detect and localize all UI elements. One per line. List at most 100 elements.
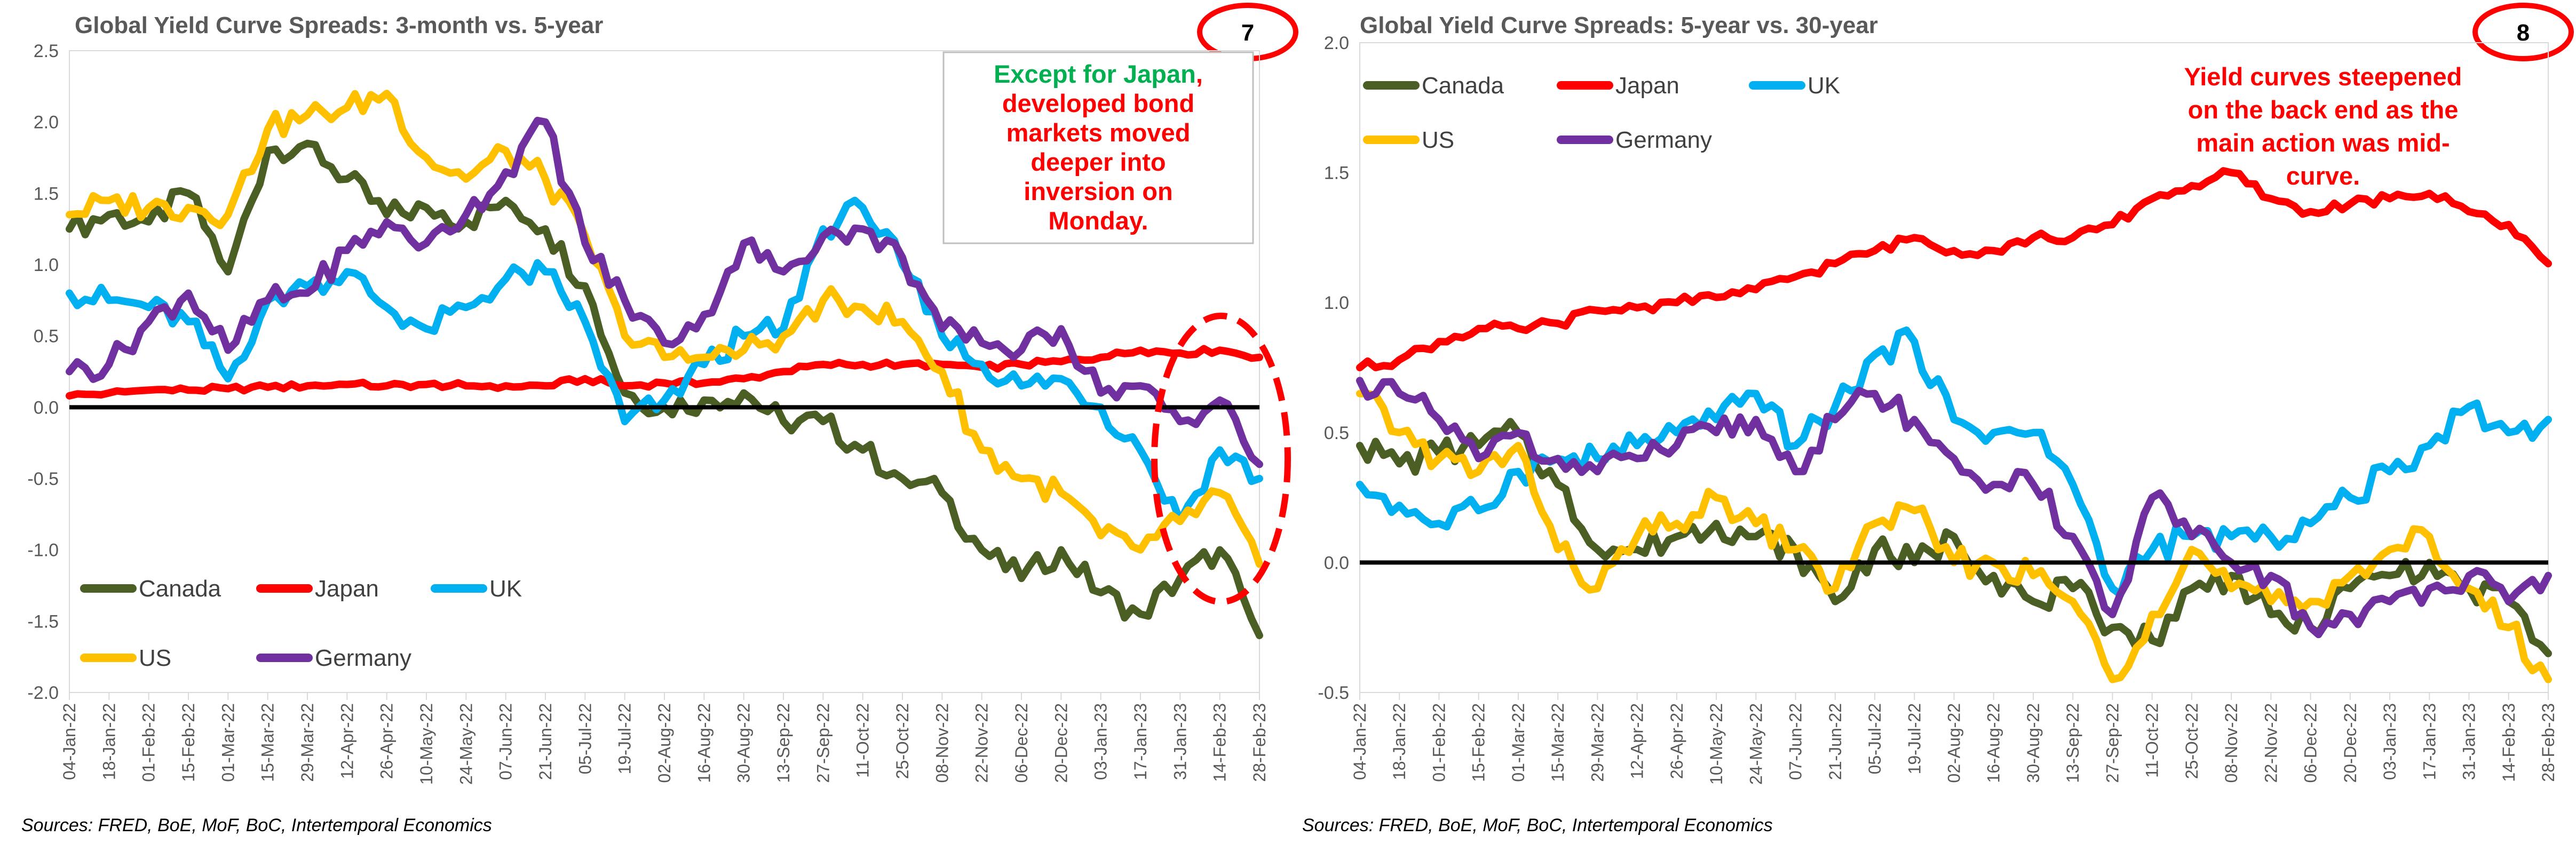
legend-label-japan-0: Japan (315, 576, 379, 602)
x-tick-label-0-16: 16-Aug-22 (694, 703, 714, 783)
y-tick-label-0-5: 0.0 (34, 397, 59, 418)
series-line-canada-1 (1356, 418, 2552, 657)
y-tick-label-0-0: 2.5 (34, 41, 59, 61)
y-tick-label-0-9: -2.0 (27, 683, 59, 703)
x-tick-label-1-23: 22-Nov-22 (2261, 703, 2280, 783)
series-line-japan-0 (66, 345, 1263, 400)
chart-title-right: Global Yield Curve Spreads: 5-year vs. 3… (1360, 12, 1878, 38)
x-tick-label-1-8: 26-Apr-22 (1667, 703, 1686, 779)
x-tick-label-0-24: 06-Dec-22 (1012, 703, 1031, 783)
x-tick-label-1-11: 07-Jun-22 (1786, 703, 1805, 780)
legend-label-canada-0: Canada (139, 576, 221, 602)
x-tick-label-0-13: 05-Jul-22 (575, 703, 595, 774)
x-tick-label-0-23: 22-Nov-22 (972, 703, 992, 783)
x-tick-label-0-11: 07-Jun-22 (496, 703, 516, 780)
x-tick-label-0-12: 21-Jun-22 (536, 703, 555, 780)
x-tick-label-0-14: 19-Jul-22 (615, 703, 635, 774)
x-tick-label-1-2: 01-Feb-22 (1429, 703, 1448, 782)
chart-title-left: Global Yield Curve Spreads: 3-month vs. … (75, 12, 603, 38)
x-tick-label-1-12: 21-Jun-22 (1826, 703, 1845, 780)
legend-label-uk-1: UK (1808, 73, 1840, 99)
badge-circle-right (2472, 3, 2574, 61)
y-tick-label-0-8: -1.5 (27, 611, 59, 632)
annotation-red-line-0: , (1196, 60, 1203, 88)
y-tick-label-0-1: 2.0 (34, 113, 59, 133)
x-tick-label-0-10: 24-May-22 (456, 703, 475, 785)
x-tick-label-1-0: 04-Jan-22 (1350, 703, 1369, 780)
x-tick-label-1-19: 27-Sep-22 (2103, 703, 2122, 783)
series-line-germany-1 (1356, 377, 2552, 639)
x-tick-label-0-25: 20-Dec-22 (1051, 703, 1071, 783)
x-tick-label-0-26: 03-Jan-23 (1091, 703, 1111, 780)
x-tick-label-1-21: 25-Oct-22 (2182, 703, 2201, 779)
x-tick-label-0-19: 27-Sep-22 (813, 703, 833, 783)
x-tick-label-0-4: 01-Mar-22 (218, 703, 237, 782)
x-tick-label-0-9: 10-May-22 (417, 703, 436, 785)
annotation-right-line-1: on the back end as the (2188, 95, 2459, 124)
annotation-green-text: Except for Japan (994, 60, 1196, 88)
x-tick-label-1-5: 15-Mar-22 (1548, 703, 1567, 782)
annotation-red-line-5: Monday. (1048, 206, 1148, 235)
y-tick-label-1-3: 0.5 (1324, 423, 1349, 443)
x-tick-label-0-21: 25-Oct-22 (893, 703, 912, 779)
x-tick-label-0-27: 17-Jan-23 (1131, 703, 1150, 780)
legend-label-japan-1: Japan (1615, 73, 1679, 99)
series-line-germany-0 (66, 116, 1263, 468)
x-tick-label-0-18: 13-Sep-22 (774, 703, 793, 783)
source-note-right: Sources: FRED, BoE, MoF, BoC, Intertempo… (1302, 815, 1773, 835)
x-tick-label-1-25: 20-Dec-22 (2341, 703, 2360, 783)
x-tick-label-1-14: 19-Jul-22 (1905, 703, 1924, 774)
y-tick-label-1-4: 0.0 (1324, 553, 1349, 573)
x-tick-label-1-16: 16-Aug-22 (1984, 703, 2003, 783)
y-tick-label-0-3: 1.0 (34, 255, 59, 275)
x-tick-label-1-17: 30-Aug-22 (2024, 703, 2043, 783)
x-tick-label-1-10: 24-May-22 (1746, 703, 1765, 785)
y-tick-label-1-2: 1.0 (1324, 293, 1349, 313)
annotation-red-line-1: developed bond (1002, 89, 1194, 117)
x-tick-label-1-26: 03-Jan-23 (2380, 703, 2399, 780)
series-line-japan-1 (1356, 167, 2552, 371)
legend-label-uk-0: UK (489, 576, 522, 602)
x-tick-label-1-24: 06-Dec-22 (2301, 703, 2320, 783)
annotation-red-line-3: deeper into (1031, 148, 1166, 176)
x-tick-label-1-29: 14-Feb-23 (2499, 703, 2518, 782)
badge-number-right: 8 (2517, 20, 2530, 46)
x-tick-label-0-28: 31-Jan-23 (1170, 703, 1190, 780)
y-tick-label-0-2: 1.5 (34, 184, 59, 204)
x-tick-label-0-1: 18-Jan-22 (99, 703, 118, 780)
series-line-us-0 (66, 90, 1263, 568)
x-tick-label-1-7: 12-Apr-22 (1628, 703, 1647, 779)
x-tick-label-1-3: 15-Feb-22 (1469, 703, 1488, 782)
x-tick-label-1-18: 13-Sep-22 (2063, 703, 2082, 783)
x-tick-label-0-17: 30-Aug-22 (734, 703, 754, 783)
y-tick-label-1-5: -0.5 (1318, 683, 1349, 703)
x-tick-label-1-22: 08-Nov-22 (2222, 703, 2241, 783)
legend-label-canada-1: Canada (1422, 73, 1504, 99)
x-tick-label-0-22: 08-Nov-22 (932, 703, 952, 783)
annotation-text-left: Except for Japan, (994, 60, 1203, 88)
y-tick-label-0-6: -0.5 (27, 469, 59, 489)
x-tick-label-1-9: 10-May-22 (1707, 703, 1726, 785)
annotation-box-left (942, 51, 1254, 244)
y-tick-label-0-7: -1.0 (27, 540, 59, 561)
x-tick-label-0-6: 29-Mar-22 (298, 703, 317, 782)
source-note-left: Sources: FRED, BoE, MoF, BoC, Intertempo… (21, 815, 492, 835)
x-tick-label-0-5: 15-Mar-22 (258, 703, 278, 782)
x-tick-label-0-30: 28-Feb-23 (1250, 703, 1269, 782)
x-tick-label-0-0: 04-Jan-22 (60, 703, 79, 780)
legend-label-us-0: US (139, 645, 171, 671)
x-tick-label-1-20: 11-Oct-22 (2143, 703, 2162, 778)
x-tick-label-0-20: 11-Oct-22 (853, 703, 873, 778)
y-tick-label-0-4: 0.5 (34, 327, 59, 347)
x-tick-label-1-15: 02-Aug-22 (1945, 703, 1964, 783)
x-tick-label-0-8: 26-Apr-22 (377, 703, 397, 779)
legend-label-germany-0: Germany (315, 645, 411, 671)
x-tick-label-1-13: 05-Jul-22 (1865, 703, 1884, 774)
x-tick-label-1-1: 18-Jan-22 (1390, 703, 1409, 780)
annotation-right-line-0: Yield curves steepened (2184, 62, 2462, 91)
x-tick-label-1-27: 17-Jan-23 (2420, 703, 2439, 780)
highlight-ellipse (1151, 313, 1291, 605)
x-tick-label-0-2: 01-Feb-22 (139, 703, 158, 782)
x-tick-label-0-3: 15-Feb-22 (179, 703, 198, 782)
